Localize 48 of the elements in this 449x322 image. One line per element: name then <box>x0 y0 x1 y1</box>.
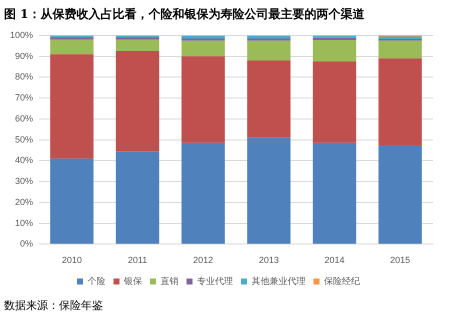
bar <box>182 56 225 143</box>
x-tick-label: 2010 <box>62 255 82 266</box>
bar <box>116 151 160 244</box>
y-tick-label: 80% <box>15 72 34 82</box>
y-tick-label: 60% <box>15 113 34 124</box>
bar <box>50 37 94 40</box>
bar <box>50 158 94 244</box>
bar <box>182 142 225 244</box>
bar <box>116 40 160 52</box>
y-tick-label: 10% <box>15 218 34 228</box>
legend-label: 银保 <box>123 276 142 287</box>
bar <box>247 60 291 138</box>
y-tick-label: 50% <box>15 134 34 144</box>
bar <box>312 142 356 244</box>
y-tick-label: 20% <box>15 196 34 207</box>
bar <box>116 37 160 40</box>
bar <box>247 36 291 39</box>
legend-label: 个险 <box>88 276 106 287</box>
bar <box>378 40 422 58</box>
y-tick-label: 100% <box>10 30 34 40</box>
x-tick-label: 2015 <box>390 255 410 266</box>
bar <box>50 54 94 159</box>
bar <box>116 51 160 152</box>
bar <box>247 138 291 244</box>
bar <box>50 40 94 54</box>
bar <box>378 36 422 39</box>
y-tick-label: 0% <box>20 238 34 249</box>
bar <box>182 36 225 39</box>
bar <box>378 58 422 146</box>
legend-label: 其他兼业代理 <box>252 276 306 287</box>
x-tick-label: 2013 <box>258 255 279 266</box>
legend-label: 保险经纪 <box>324 276 360 287</box>
y-tick-label: 70% <box>15 92 34 103</box>
bar <box>378 145 422 244</box>
bar <box>247 40 291 60</box>
y-tick-label: 30% <box>15 176 34 186</box>
x-tick-label: 2011 <box>128 255 148 266</box>
x-tick-label: 2012 <box>193 255 214 266</box>
legend-label: 直销 <box>160 276 178 287</box>
y-tick-label: 90% <box>15 50 34 61</box>
source-note: 数据来源：保险年鉴 <box>3 298 104 314</box>
bar <box>312 40 356 62</box>
legend-label: 专业代理 <box>197 276 233 287</box>
bar <box>312 62 356 143</box>
y-tick-label: 40% <box>15 155 34 166</box>
chart-title: 图 1：从保费收入占比看，个险和银保为寿险公司最主要的两个渠道 <box>3 6 366 23</box>
bar <box>182 40 225 56</box>
x-tick-label: 2014 <box>324 255 345 266</box>
